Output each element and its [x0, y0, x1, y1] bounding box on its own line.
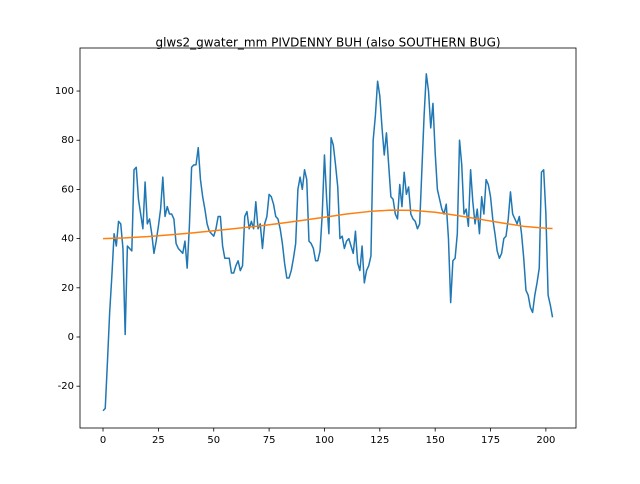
x-tick-label: 50: [207, 435, 220, 446]
x-tick-label: 125: [370, 435, 389, 446]
x-tick-label: 150: [426, 435, 445, 446]
x-tick-label: 100: [315, 435, 334, 446]
y-tick-label: -20: [58, 381, 74, 392]
plot-frame: [79, 47, 577, 429]
x-tick-label: 25: [152, 435, 165, 446]
y-tick-label: 40: [61, 234, 74, 245]
y-tick-label: 20: [61, 283, 74, 294]
x-tick-label: 75: [263, 435, 276, 446]
x-tick-label: 0: [100, 435, 106, 446]
y-tick-label: 100: [55, 86, 74, 97]
y-tick-label: 0: [68, 332, 74, 343]
y-tick-label: 60: [61, 184, 74, 195]
line-series: [102, 73, 554, 412]
y-tick-label: 80: [61, 135, 74, 146]
line-series: [103, 209, 553, 240]
chart-title: glws2_gwater_mm PIVDENNY BUH (also SOUTH…: [155, 36, 500, 50]
x-tick-label: 200: [536, 435, 555, 446]
x-tick-label: 175: [481, 435, 500, 446]
